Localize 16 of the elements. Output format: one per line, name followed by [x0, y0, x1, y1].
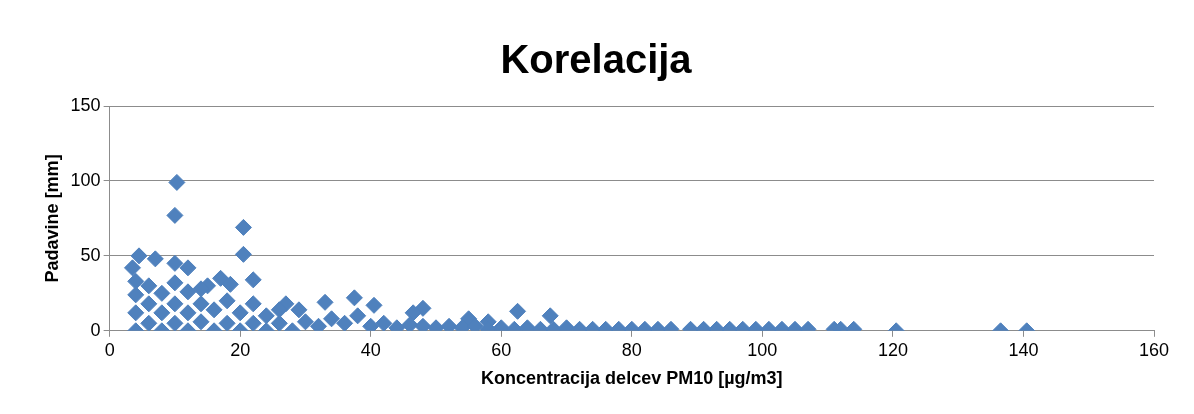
x-tick-label: 40 [360, 339, 381, 360]
x-tick-label: 140 [1008, 339, 1039, 360]
y-axis-title: Padavine [mm] [41, 154, 62, 283]
chart-title: Korelacija [500, 37, 693, 82]
x-tick-label: 80 [621, 339, 642, 360]
x-tick-label: 20 [230, 339, 251, 360]
y-tick-label: 100 [70, 169, 101, 190]
x-tick-label: 60 [491, 339, 512, 360]
x-tick-label: 0 [104, 339, 115, 360]
x-axis-title: Koncentracija delcev PM10 [µg/m3] [481, 368, 783, 389]
y-tick-label: 50 [80, 244, 101, 265]
x-tick-label: 160 [1138, 339, 1170, 360]
x-tick-label: 120 [877, 339, 908, 360]
y-tick-label: 150 [70, 94, 101, 115]
y-tick-label: 0 [90, 319, 101, 340]
x-tick-label: 100 [747, 339, 778, 360]
